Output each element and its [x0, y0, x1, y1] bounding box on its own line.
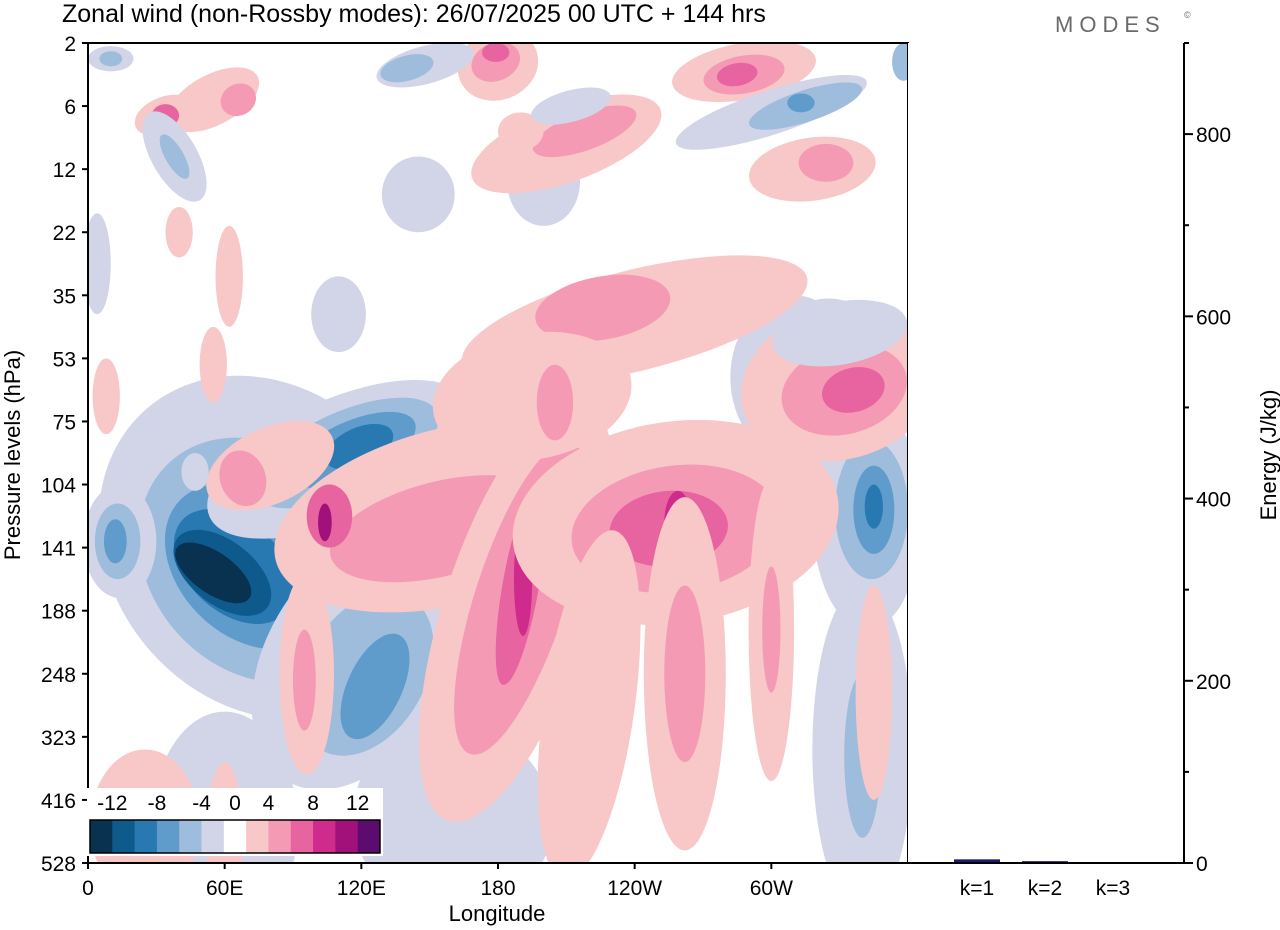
colorbar-swatch	[335, 820, 359, 853]
pressure-tick-label: 22	[53, 222, 76, 245]
energy-category-label: k=2	[1028, 877, 1062, 900]
field-contour	[293, 629, 316, 731]
longitude-tick-label: 0	[82, 877, 94, 900]
colorbar-label: 4	[263, 792, 275, 815]
pressure-tick-label: 75	[53, 411, 76, 434]
brand-logo: MODES	[1055, 12, 1166, 37]
pressure-tick-label: 141	[41, 538, 76, 561]
field-contour	[99, 51, 123, 67]
colorbar-label: 0	[229, 792, 241, 815]
field-contour	[787, 93, 815, 113]
y-axis-label: Pressure levels (hPa)	[0, 350, 25, 560]
field-contour	[535, 274, 671, 342]
colorbar-frame	[89, 819, 381, 854]
colorbar-swatch	[223, 820, 247, 853]
energy-tick-label: 600	[1196, 306, 1231, 329]
field-contour	[892, 43, 908, 81]
colorbar-label: 12	[346, 792, 369, 815]
longitude-tick-label: 60E	[206, 877, 243, 900]
pressure-tick-label: 188	[41, 601, 76, 624]
field-contour	[318, 503, 332, 542]
field-contour	[791, 298, 865, 343]
field-contour	[381, 156, 455, 233]
pressure-tick-label: 323	[41, 727, 76, 750]
field-contour	[340, 633, 410, 740]
colorbar-swatch	[156, 820, 180, 853]
field-contour	[432, 331, 632, 461]
longitude-tick-label: 120W	[607, 877, 662, 900]
field-contour	[219, 450, 267, 507]
field-contour	[855, 585, 893, 800]
energy-panel-background	[908, 43, 1184, 863]
energy-tick-label: 200	[1196, 671, 1231, 694]
colorbar-swatch	[246, 820, 269, 853]
field-contour	[165, 207, 193, 258]
field-contour	[798, 143, 854, 182]
longitude-axis: 0 60E 120E 180 120W 60W	[82, 863, 793, 900]
pressure-tick-label: 416	[41, 790, 76, 813]
field-contour	[88, 213, 111, 315]
colorbar-label: -8	[148, 792, 167, 815]
field-contour	[92, 358, 120, 435]
energy-categories: k=1 k=2 k=3	[960, 877, 1130, 900]
pressure-tick-label: 104	[41, 475, 76, 498]
energy-bar	[954, 859, 1000, 863]
energy-category-label: k=3	[1096, 877, 1130, 900]
field-contour	[311, 276, 366, 353]
field-contour	[537, 530, 641, 863]
colorbar-swatch	[290, 820, 314, 853]
colorbar-swatch	[313, 820, 336, 853]
longitude-tick-label: 60W	[750, 877, 793, 900]
colorbar: -12 -8 -4 0 4 8 12	[87, 788, 383, 856]
colorbar-label: 8	[307, 792, 319, 815]
energy-axis: 0 200 400 600 800	[1184, 42, 1231, 876]
colorbar-swatch	[90, 820, 113, 853]
field-contour	[864, 484, 883, 529]
brand-mark: ©	[1184, 10, 1191, 20]
colorbar-label: -12	[97, 792, 127, 815]
field-contour	[199, 326, 227, 403]
pressure-tick-label: 35	[53, 285, 76, 308]
pressure-tick-label: 528	[41, 853, 76, 876]
chart-title: Zonal wind (non-Rossby modes): 26/07/202…	[62, 0, 766, 28]
pressure-tick-label: 6	[64, 96, 76, 119]
field-contour	[822, 367, 885, 413]
field-contour	[175, 542, 252, 604]
field-contour	[181, 453, 209, 491]
pressure-tick-label: 12	[53, 159, 76, 182]
colorbar-swatch	[179, 820, 203, 853]
pressure-tick-label: 248	[41, 664, 76, 687]
colorbar-swatch	[112, 820, 136, 853]
field-contour	[716, 62, 758, 87]
energy-category-label: k=1	[960, 877, 994, 900]
longitude-tick-label: 120E	[337, 877, 386, 900]
field-contour	[220, 83, 257, 117]
field-contour	[215, 225, 243, 327]
field-contour	[664, 585, 706, 763]
pressure-tick-label: 53	[53, 348, 76, 371]
colorbar-swatch	[134, 820, 158, 853]
energy-tick-label: 800	[1196, 124, 1231, 147]
field-contour	[762, 566, 781, 693]
field-contour	[536, 364, 574, 441]
colorbar-label: -4	[192, 792, 211, 815]
longitude-tick-label: 180	[480, 877, 515, 900]
pressure-axis: 2 6 12 22 35 53 75 104 141 188 248 323 416 528	[41, 33, 88, 876]
field-contour	[103, 519, 127, 564]
field-contour	[498, 112, 544, 151]
colorbar-swatch	[201, 820, 225, 853]
field-contour	[531, 87, 611, 125]
x-axis-label: Longitude	[449, 901, 546, 926]
field-contour	[482, 43, 510, 62]
pressure-tick-label: 2	[64, 33, 76, 56]
field-contour	[380, 54, 434, 83]
colorbar-swatch	[268, 820, 292, 853]
colorbar-swatch	[357, 820, 381, 853]
energy-tick-label: 400	[1196, 489, 1231, 512]
field-contour	[159, 134, 190, 179]
energy-axis-label: Energy (J/kg)	[1256, 390, 1280, 521]
energy-tick-label: 0	[1196, 853, 1208, 876]
field-contour	[532, 105, 637, 158]
